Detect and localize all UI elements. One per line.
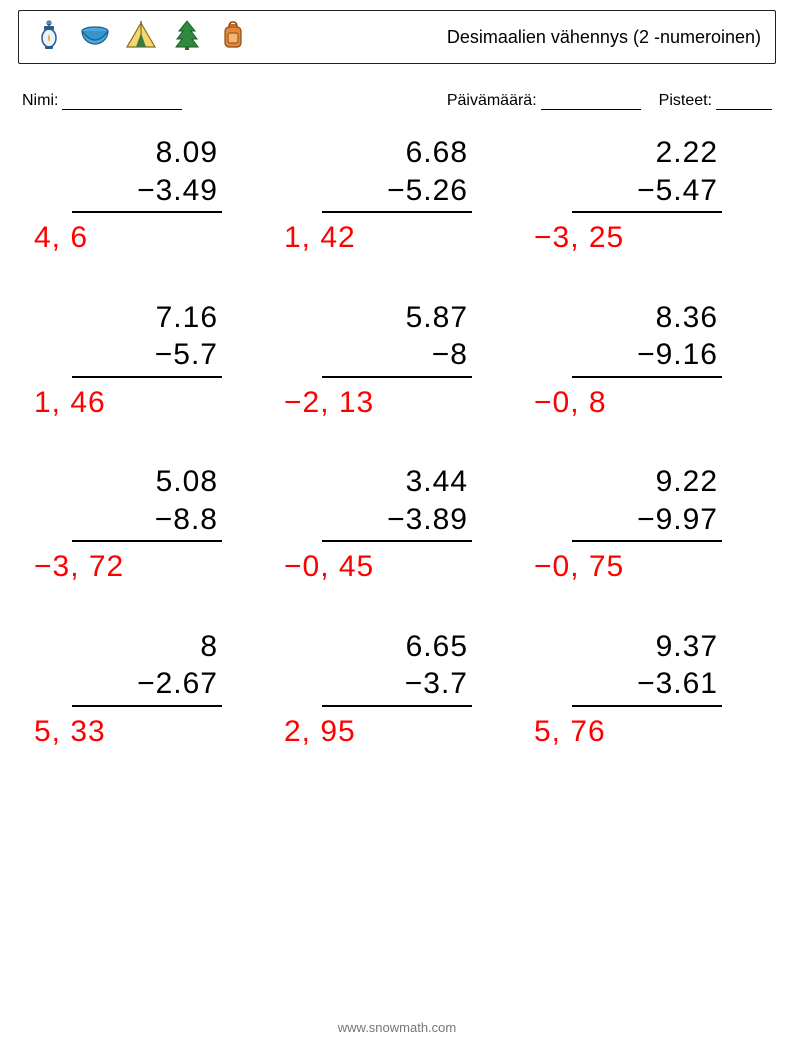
- header: Desimaalien vähennys (2 -numeroinen): [18, 10, 776, 64]
- score-line: [716, 95, 772, 110]
- footer-url: www.snowmath.com: [0, 1020, 794, 1035]
- problem: 8−2.675, 33: [72, 628, 222, 751]
- answer: 1, 42: [284, 215, 472, 257]
- answer: 5, 33: [34, 709, 222, 751]
- subtrahend: −2.67: [72, 665, 222, 703]
- score-label: Pisteet:: [659, 92, 712, 109]
- minuend: 8: [72, 628, 222, 666]
- problem: 6.65−3.72, 95: [322, 628, 472, 751]
- answer: −3, 72: [34, 544, 222, 586]
- subtrahend: −9.16: [572, 336, 722, 374]
- answer: 1, 46: [34, 380, 222, 422]
- minuend: 2.22: [572, 134, 722, 172]
- answer: 5, 76: [534, 709, 722, 751]
- date-field: Päivämäärä:: [447, 92, 641, 110]
- minuend: 8.09: [72, 134, 222, 172]
- tree-icon: [171, 19, 203, 56]
- subtrahend: −5.47: [572, 172, 722, 210]
- problem: 9.37−3.615, 76: [572, 628, 722, 751]
- answer: −2, 13: [284, 380, 472, 422]
- backpack-icon: [217, 19, 249, 56]
- subtrahend: −5.7: [72, 336, 222, 374]
- subtrahend: −3.49: [72, 172, 222, 210]
- name-line: [62, 95, 182, 110]
- answer: 2, 95: [284, 709, 472, 751]
- subtrahend: −5.26: [322, 172, 472, 210]
- problem: 3.44−3.89−0, 45: [322, 463, 472, 586]
- minuend: 6.65: [322, 628, 472, 666]
- date-line: [541, 95, 641, 110]
- minuend: 5.87: [322, 299, 472, 337]
- problem: 8.09−3.494, 6: [72, 134, 222, 257]
- name-field: Nimi:: [22, 92, 182, 110]
- bowl-icon: [79, 19, 111, 56]
- subtrahend: −3.61: [572, 665, 722, 703]
- problem: 8.36−9.16−0, 8: [572, 299, 722, 422]
- problem: 9.22−9.97−0, 75: [572, 463, 722, 586]
- answer: −3, 25: [534, 215, 722, 257]
- lantern-icon: [33, 19, 65, 56]
- answer: −0, 45: [284, 544, 472, 586]
- minuend: 7.16: [72, 299, 222, 337]
- worksheet-page: Desimaalien vähennys (2 -numeroinen) Nim…: [0, 0, 794, 1053]
- date-label: Päivämäärä:: [447, 92, 537, 109]
- subtrahend: −8.8: [72, 501, 222, 539]
- header-icons: [33, 19, 249, 56]
- tent-icon: [125, 19, 157, 56]
- meta-row: Nimi: Päivämäärä: Pisteet:: [18, 92, 776, 110]
- minuend: 6.68: [322, 134, 472, 172]
- problem: 7.16−5.71, 46: [72, 299, 222, 422]
- subtrahend: −3.89: [322, 501, 472, 539]
- minuend: 9.22: [572, 463, 722, 501]
- score-field: Pisteet:: [659, 92, 772, 110]
- problem: 2.22−5.47−3, 25: [572, 134, 722, 257]
- problem-grid: 8.09−3.494, 66.68−5.261, 422.22−5.47−3, …: [18, 134, 776, 750]
- minuend: 5.08: [72, 463, 222, 501]
- subtrahend: −9.97: [572, 501, 722, 539]
- minuend: 8.36: [572, 299, 722, 337]
- problem: 5.08−8.8−3, 72: [72, 463, 222, 586]
- minuend: 3.44: [322, 463, 472, 501]
- subtrahend: −3.7: [322, 665, 472, 703]
- answer: 4, 6: [34, 215, 222, 257]
- subtrahend: −8: [322, 336, 472, 374]
- worksheet-title: Desimaalien vähennys (2 -numeroinen): [447, 27, 761, 48]
- answer: −0, 75: [534, 544, 722, 586]
- problem: 6.68−5.261, 42: [322, 134, 472, 257]
- answer: −0, 8: [534, 380, 722, 422]
- minuend: 9.37: [572, 628, 722, 666]
- name-label: Nimi:: [22, 92, 58, 109]
- problem: 5.87−8−2, 13: [322, 299, 472, 422]
